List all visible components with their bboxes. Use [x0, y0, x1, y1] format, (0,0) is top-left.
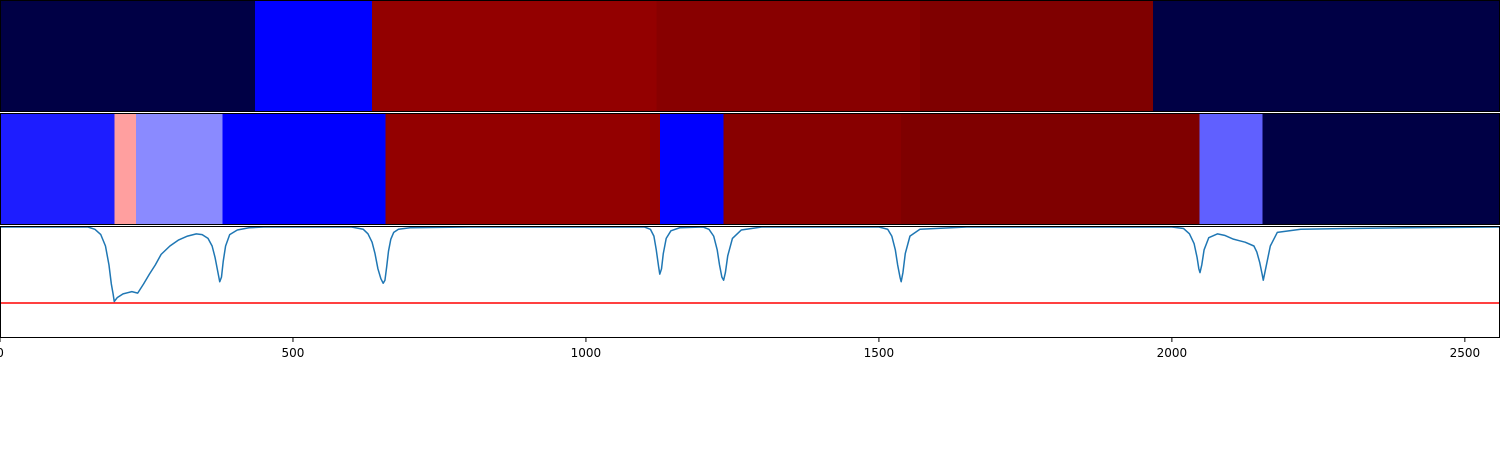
x-tick-label-2000: 2000	[1157, 346, 1188, 360]
heatmap-cell-2-2	[135, 113, 224, 225]
line-panel-bottom	[0, 226, 1500, 338]
x-axis: 0 500 1000 1500 2000 2500	[0, 338, 1480, 360]
heatmap-panel-middle	[0, 113, 1500, 225]
x-tick-label-1000: 1000	[571, 346, 602, 360]
x-tick-label-2500: 2500	[1450, 346, 1481, 360]
heatmap-cell-1-1	[254, 0, 373, 112]
heatmap-cell-2-7	[901, 113, 1200, 225]
heatmap-cell-2-8	[1199, 113, 1264, 225]
heatmap-cell-1-0	[0, 0, 256, 112]
heatmap-cell-2-1	[114, 113, 137, 225]
heatmap-cell-1-3	[656, 0, 921, 112]
heatmap-cell-2-5	[659, 113, 725, 225]
x-tick-label-1500: 1500	[864, 346, 895, 360]
heatmap-cell-2-9	[1262, 113, 1500, 225]
heatmap-cell-2-4	[385, 113, 661, 225]
series-line	[0, 226, 1500, 303]
x-tick-label-500: 500	[282, 346, 305, 360]
heatmap-cell-1-4	[919, 0, 1154, 112]
x-tick-label-0: 0	[0, 346, 4, 360]
line-panel-background	[0, 226, 1500, 338]
heatmap-cell-1-5	[1153, 0, 1500, 112]
heatmap-cell-2-0	[0, 113, 115, 225]
heatmap-cell-1-2	[372, 0, 657, 112]
heatmap-cell-2-6	[723, 113, 902, 225]
heatmap-panel-top	[0, 0, 1500, 112]
heatmap-cell-2-3	[222, 113, 387, 225]
